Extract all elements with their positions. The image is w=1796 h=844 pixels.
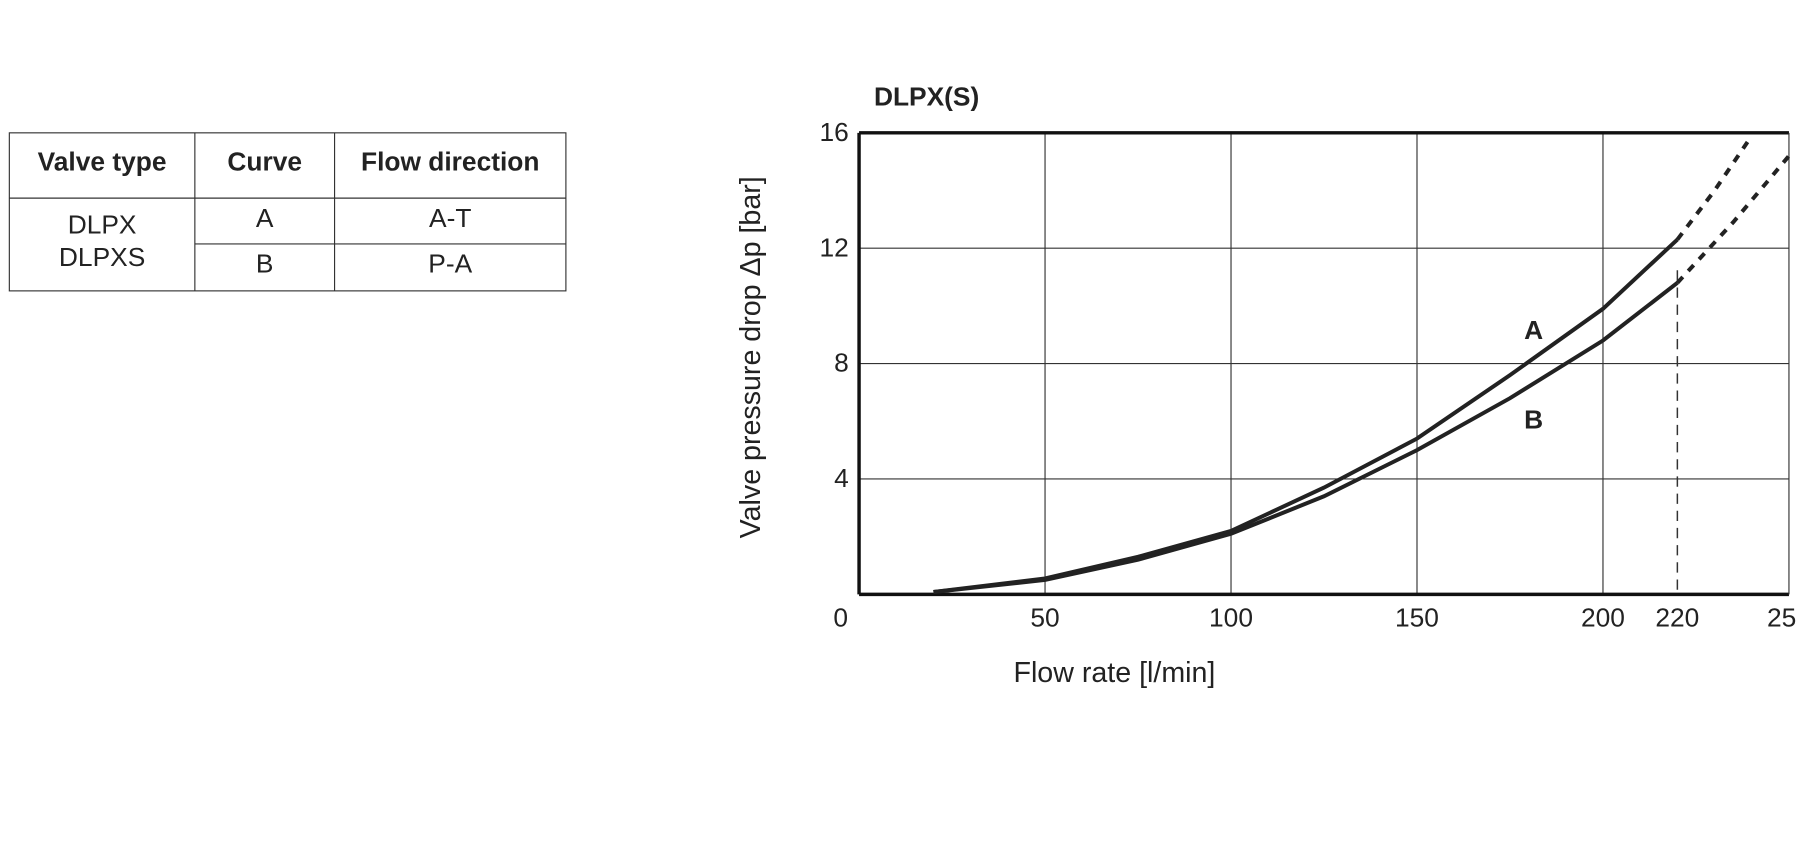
curve [1675,134,1754,241]
table-cell: A [256,203,274,233]
curve-label: A [1524,315,1543,345]
table-cell: P-A [428,249,472,279]
table [8,132,567,292]
chart-title: DLPX(S) [874,81,979,111]
y-tick-label: 16 [819,117,848,147]
table-header: Curve [227,147,302,177]
table-cell: B [256,249,274,279]
y-tick-label: 12 [819,232,848,262]
table-cell: DLPX [68,210,137,240]
curve [1675,154,1791,285]
x-tick-label: 50 [1030,602,1059,632]
y-tick-label: 8 [834,348,849,378]
curve [933,281,1679,595]
table-border [8,132,567,292]
x-tick-label: 150 [1395,602,1439,632]
table-cell: A-T [429,203,471,233]
y-tick-label: 4 [834,463,849,493]
curve-label: B [1524,404,1543,434]
x-tick-label: 0 [833,602,848,632]
x-tick-label: 200 [1581,602,1625,632]
plot: 4 8 12 16 0 50 100 150 200 220 250 A B [819,117,1796,633]
x-tick-label: 100 [1209,602,1253,632]
x-tick-label: 250 [1767,602,1796,632]
table-cell: DLPXS [59,242,145,272]
y-axis-label: Valve pressure drop Δp [bar] [735,176,767,538]
table-header: Valve type [38,147,167,177]
x-tick-label: 220 [1655,602,1699,632]
table-header: Flow direction [361,147,539,177]
x-axis-label: Flow rate [l/min] [1013,657,1215,689]
